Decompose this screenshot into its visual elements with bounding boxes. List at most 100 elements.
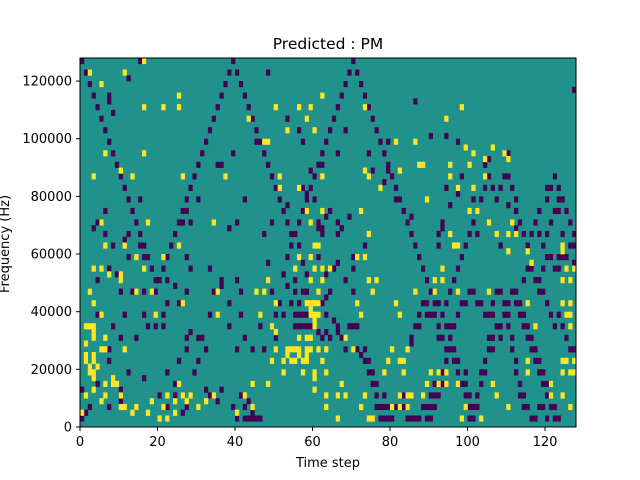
heatmap-cell-high (405, 392, 410, 399)
heatmap-cell-high (91, 300, 96, 307)
x-axis: 0 20 40 60 80 100 120 (76, 427, 557, 450)
heatmap-cell-high (506, 403, 511, 411)
heatmap-cell-low (486, 311, 492, 318)
heatmap-cell-high (525, 248, 530, 255)
heatmap-cell-high (328, 265, 333, 272)
heatmap-cell-low (521, 230, 526, 238)
heatmap-cell-low (494, 323, 499, 330)
heatmap-cell-high (405, 403, 410, 411)
heatmap-cell-low (556, 196, 561, 203)
heatmap-cell-low (560, 254, 565, 261)
heatmap-cell-low (266, 259, 271, 266)
heatmap-cell-low (521, 392, 526, 399)
heatmap-cell-low (486, 173, 492, 180)
heatmap-cell-high (142, 58, 147, 65)
heatmap-cell-high (99, 265, 104, 272)
heatmap-cell-high (145, 219, 151, 226)
heatmap-cell-low (91, 225, 96, 232)
heatmap-cell-high (312, 311, 317, 318)
heatmap-cell-high (91, 328, 96, 336)
heatmap-cell-low (386, 403, 391, 411)
heatmap-cell-low (506, 323, 511, 330)
heatmap-cell-low (545, 380, 550, 387)
heatmap-cell-low (436, 300, 441, 307)
heatmap-cell-low (393, 403, 399, 411)
heatmap-cell-high (413, 138, 418, 145)
heatmap-cell-low (452, 323, 457, 330)
heatmap-cell-low (343, 346, 348, 353)
heatmap-cell-low (370, 369, 375, 376)
heatmap-cell-high (506, 156, 511, 163)
heatmap-cell-low (424, 415, 430, 422)
heatmap-cell-high (455, 184, 461, 191)
heatmap-cell-low (297, 219, 302, 226)
heatmap-cell-low (529, 346, 534, 353)
heatmap-cell-high (293, 357, 298, 364)
heatmap-cell-high (378, 184, 383, 191)
heatmap-cell-high (297, 334, 302, 341)
heatmap-cell-low (188, 219, 193, 226)
heatmap-cell-low (568, 219, 573, 226)
heatmap-cell-high (568, 323, 573, 330)
heatmap-cell-high (432, 288, 437, 295)
heatmap-cell-low (153, 277, 158, 284)
heatmap-cell-low (455, 311, 461, 318)
heatmap-cell-low (506, 150, 511, 157)
heatmap-cell-low (382, 403, 387, 411)
heatmap-cell-low (142, 311, 147, 318)
heatmap-cell-low (184, 334, 189, 341)
heatmap-cell-low (107, 92, 112, 99)
heatmap-cell-high (312, 300, 317, 307)
heatmap-cell-high (83, 357, 89, 364)
heatmap-cell-high (277, 184, 282, 191)
heatmap-cell-high (529, 259, 534, 266)
x-tick-label: 100 (455, 435, 480, 450)
heatmap-cell-low (498, 288, 503, 295)
heatmap-cell-low (359, 352, 364, 359)
heatmap-cell-high (479, 415, 484, 422)
heatmap-cell-high (99, 81, 104, 88)
heatmap-cell-low (490, 311, 495, 318)
heatmap-cell-high (421, 392, 426, 399)
heatmap-cell-high (285, 127, 290, 134)
heatmap-cell-low (235, 415, 240, 422)
heatmap-cell-low (300, 288, 306, 295)
heatmap-cell-low (455, 369, 461, 376)
heatmap-cell-high (91, 265, 96, 272)
heatmap-cell-low (316, 219, 321, 226)
heatmap-cell-low (111, 109, 116, 117)
heatmap-cell-high (486, 288, 492, 295)
heatmap-cell-high (103, 242, 108, 249)
heatmap-cell-low (285, 282, 290, 289)
heatmap-cell-low (262, 150, 267, 157)
heatmap-cell-low (459, 380, 464, 387)
heatmap-cell-high (343, 392, 348, 399)
heatmap-cell-high (343, 334, 348, 341)
heatmap-cell-low (436, 334, 441, 341)
heatmap-cell-high (103, 150, 108, 157)
heatmap-cell-high (297, 184, 302, 191)
heatmap-cell-high (486, 219, 492, 226)
heatmap-cell-low (370, 380, 375, 387)
heatmap-cell-low (374, 403, 379, 411)
heatmap-cell-low (204, 346, 209, 353)
heatmap-cell-high (285, 346, 290, 353)
heatmap-cell-high (80, 409, 85, 416)
heatmap-cell-high (409, 392, 414, 399)
heatmap-cell-low (246, 398, 251, 405)
heatmap-cell-low (293, 230, 298, 238)
heatmap-cell-high (467, 161, 472, 168)
heatmap-cell-low (568, 346, 573, 353)
heatmap-cell-low (514, 357, 519, 364)
heatmap-cell-low (413, 323, 418, 330)
heatmap-cell-high (118, 277, 123, 284)
heatmap-cell-high (514, 230, 519, 238)
heatmap-cell-low (173, 282, 178, 289)
heatmap-cell-low (448, 202, 453, 209)
heatmap-cell-low (517, 300, 523, 307)
heatmap-cell-low (231, 403, 236, 411)
heatmap-cell-high (176, 92, 182, 99)
heatmap-cell-low (324, 311, 329, 318)
heatmap-cell-high (300, 369, 306, 376)
heatmap-cell-low (83, 69, 89, 76)
